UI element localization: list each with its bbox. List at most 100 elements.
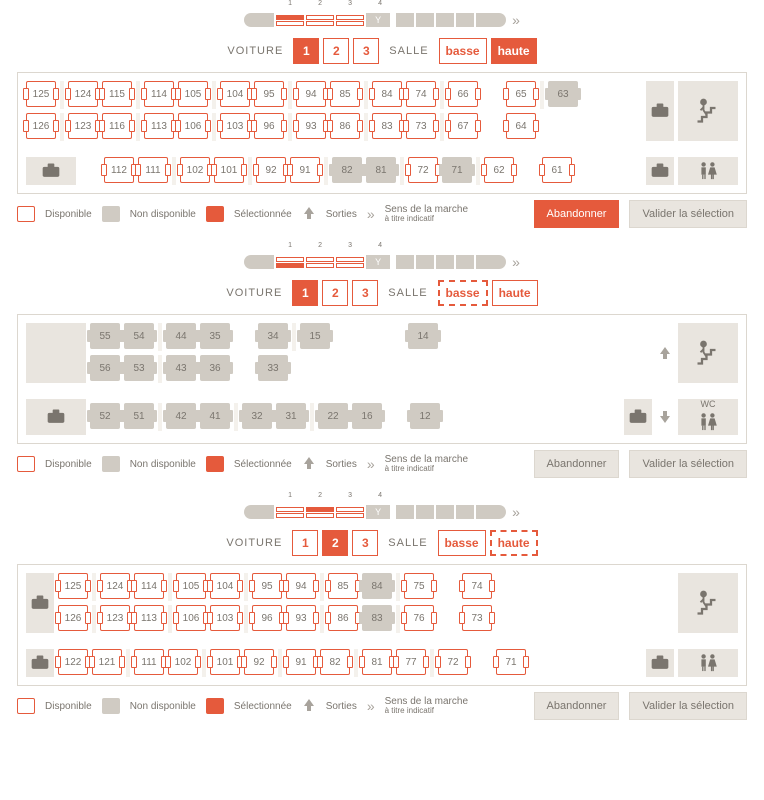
seat-103[interactable]: 103 (220, 113, 250, 139)
abandon-button[interactable]: Abandonner (534, 692, 620, 720)
legend-unavailable-label: Non disponible (130, 209, 196, 220)
seat-101[interactable]: 101 (214, 157, 244, 183)
voiture-btn-2[interactable]: 2 (323, 38, 349, 64)
seat-81[interactable]: 81 (362, 649, 392, 675)
seat-83[interactable]: 83 (372, 113, 402, 139)
overview-unit (456, 505, 474, 519)
seat-103[interactable]: 103 (210, 605, 240, 631)
seat-114[interactable]: 114 (144, 81, 174, 107)
seat-93[interactable]: 93 (286, 605, 316, 631)
seat-66[interactable]: 66 (448, 81, 478, 107)
seat-72[interactable]: 72 (408, 157, 438, 183)
seat-74[interactable]: 74 (406, 81, 436, 107)
seat-125[interactable]: 125 (58, 573, 88, 599)
salle-btn-basse[interactable]: basse (439, 38, 487, 64)
seat-94[interactable]: 94 (296, 81, 326, 107)
seat-104[interactable]: 104 (220, 81, 250, 107)
seat-112[interactable]: 112 (104, 157, 134, 183)
abandon-button[interactable]: Abandonner (534, 200, 620, 228)
seat-76[interactable]: 76 (404, 605, 434, 631)
seat-113[interactable]: 113 (144, 113, 174, 139)
seat-115[interactable]: 115 (102, 81, 132, 107)
salle-btn-basse[interactable]: basse (438, 280, 488, 306)
voiture-btn-1[interactable]: 1 (293, 38, 319, 64)
seat-102[interactable]: 102 (168, 649, 198, 675)
seat-101[interactable]: 101 (210, 649, 240, 675)
overview-car-1[interactable]: 1 (276, 502, 304, 522)
seat-77[interactable]: 77 (396, 649, 426, 675)
seat-84[interactable]: 84 (372, 81, 402, 107)
seat-126[interactable]: 126 (26, 113, 56, 139)
overview-car-3[interactable]: 3 (336, 252, 364, 272)
seat-106[interactable]: 106 (178, 113, 208, 139)
overview-car-3[interactable]: 3 (336, 10, 364, 30)
overview-car-3[interactable]: 3 (336, 502, 364, 522)
seat-105[interactable]: 105 (176, 573, 206, 599)
seat-92[interactable]: 92 (244, 649, 274, 675)
seat-85[interactable]: 85 (330, 81, 360, 107)
salle-btn-haute[interactable]: haute (491, 38, 537, 64)
seat-65[interactable]: 65 (506, 81, 536, 107)
seat-75[interactable]: 75 (404, 573, 434, 599)
seat-111[interactable]: 111 (138, 157, 168, 183)
seat-114[interactable]: 114 (134, 573, 164, 599)
seat-91[interactable]: 91 (286, 649, 316, 675)
validate-button[interactable]: Valider la sélection (629, 692, 747, 720)
seat-105[interactable]: 105 (178, 81, 208, 107)
salle-btn-haute[interactable]: haute (490, 530, 538, 556)
overview-car-2[interactable]: 2 (306, 252, 334, 272)
seat-93[interactable]: 93 (296, 113, 326, 139)
voiture-btn-3[interactable]: 3 (352, 530, 378, 556)
seat-111[interactable]: 111 (134, 649, 164, 675)
overview-car-2[interactable]: 2 (306, 10, 334, 30)
seat-122[interactable]: 122 (58, 649, 88, 675)
seat-85[interactable]: 85 (328, 573, 358, 599)
seat-123[interactable]: 123 (68, 113, 98, 139)
seat-82[interactable]: 82 (320, 649, 350, 675)
seat-123[interactable]: 123 (100, 605, 130, 631)
seat-73[interactable]: 73 (462, 605, 492, 631)
abandon-button[interactable]: Abandonner (534, 450, 620, 478)
seat-71[interactable]: 71 (496, 649, 526, 675)
salle-btn-basse[interactable]: basse (438, 530, 486, 556)
seat-96[interactable]: 96 (254, 113, 284, 139)
seat-92[interactable]: 92 (256, 157, 286, 183)
voiture-btn-1[interactable]: 1 (292, 280, 318, 306)
voiture-btn-1[interactable]: 1 (292, 530, 318, 556)
seat-86[interactable]: 86 (330, 113, 360, 139)
overview-car-1[interactable]: 1 (276, 252, 304, 272)
seat-95[interactable]: 95 (252, 573, 282, 599)
salle-btn-haute[interactable]: haute (492, 280, 538, 306)
voiture-btn-2[interactable]: 2 (322, 280, 348, 306)
seat-95[interactable]: 95 (254, 81, 284, 107)
seat-104[interactable]: 104 (210, 573, 240, 599)
seat-64[interactable]: 64 (506, 113, 536, 139)
seat-116[interactable]: 116 (102, 113, 132, 139)
seat-102[interactable]: 102 (180, 157, 210, 183)
seat-67[interactable]: 67 (448, 113, 478, 139)
seat-86[interactable]: 86 (328, 605, 358, 631)
seat-52: 52 (90, 403, 120, 429)
overview-car-1[interactable]: 1 (276, 10, 304, 30)
voiture-btn-3[interactable]: 3 (352, 280, 378, 306)
seat-91[interactable]: 91 (290, 157, 320, 183)
seat-96[interactable]: 96 (252, 605, 282, 631)
voiture-btn-3[interactable]: 3 (353, 38, 379, 64)
seat-125[interactable]: 125 (26, 81, 56, 107)
overview-car-2[interactable]: 2 (306, 502, 334, 522)
seat-113[interactable]: 113 (134, 605, 164, 631)
seat-61[interactable]: 61 (542, 157, 572, 183)
validate-button[interactable]: Valider la sélection (629, 200, 747, 228)
seat-73[interactable]: 73 (406, 113, 436, 139)
seat-94[interactable]: 94 (286, 573, 316, 599)
seat-72[interactable]: 72 (438, 649, 468, 675)
voiture-btn-2[interactable]: 2 (322, 530, 348, 556)
seat-124[interactable]: 124 (100, 573, 130, 599)
validate-button[interactable]: Valider la sélection (629, 450, 747, 478)
seat-62[interactable]: 62 (484, 157, 514, 183)
seat-74[interactable]: 74 (462, 573, 492, 599)
seat-106[interactable]: 106 (176, 605, 206, 631)
seat-121[interactable]: 121 (92, 649, 122, 675)
seat-124[interactable]: 124 (68, 81, 98, 107)
seat-126[interactable]: 126 (58, 605, 88, 631)
